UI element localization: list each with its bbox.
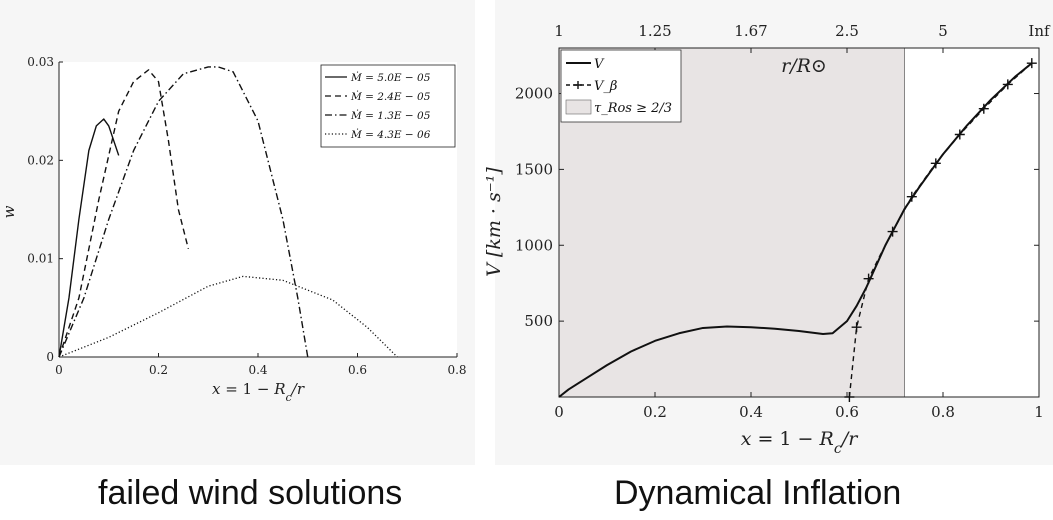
left-legend-label-1: Ṁ = 5.0E − 05	[350, 70, 431, 84]
left-y-axis-label: w	[0, 205, 18, 218]
right-y-tick-label: 500	[524, 312, 553, 330]
vbeta-marker	[887, 226, 898, 237]
right-top-tick-label: 1	[554, 22, 564, 40]
left-x-axis-label: x = 1 − Rc/r	[212, 380, 305, 404]
legend-vbeta-label: V_β	[594, 79, 617, 94]
right-x-axis-label: x = 1 − Rc/r	[741, 428, 860, 457]
vbeta-marker	[844, 392, 855, 402]
left-x-tick-label: 0.4	[248, 363, 267, 377]
right-x-tick-label: 0.6	[835, 403, 859, 421]
vbeta-marker	[930, 158, 941, 169]
vbeta-marker	[863, 273, 874, 284]
right-x-tick-label: 1	[1034, 403, 1044, 421]
left-x-tick-label: 0.6	[348, 363, 367, 377]
left-y-tick-label: 0.01	[27, 252, 54, 266]
right-x-tick-label: 0.2	[643, 403, 667, 421]
legend-vbeta-marker	[574, 81, 582, 89]
series-vbeta-line	[848, 62, 1033, 398]
left-series-4	[58, 275, 398, 358]
legend-region-swatch	[565, 99, 592, 115]
left-legend-label-2: Ṁ = 2.4E − 05	[350, 89, 431, 103]
left-y-tick-label: 0.02	[27, 153, 54, 167]
left-caption: failed wind solutions	[98, 474, 403, 512]
left-series-3	[58, 66, 309, 358]
right-top-tick-label: 2.5	[835, 22, 859, 40]
left-x-tick-label: 0.8	[447, 363, 466, 377]
legend-region-label: τ_Ros ≥ 2/3	[594, 101, 672, 116]
right-x-tick-label: 0	[554, 403, 564, 421]
right-caption: Dynamical Inflation	[614, 474, 902, 512]
vbeta-marker	[1026, 58, 1037, 69]
left-legend-label-4: Ṁ = 4.3E − 06	[350, 127, 431, 141]
left-series-2	[58, 69, 190, 358]
vbeta-marker	[1002, 79, 1013, 90]
left-y-tick-label: 0	[46, 350, 54, 364]
vbeta-marker	[906, 191, 917, 202]
right-top-tick-label: 1.25	[638, 22, 671, 40]
vbeta-marker	[954, 129, 965, 140]
vbeta-marker	[978, 103, 989, 114]
right-top-tick-label: 5	[938, 22, 948, 40]
left-series-1	[58, 118, 120, 358]
right-y-axis-label: V [km · s⁻¹]	[483, 167, 505, 277]
left-legend-label-3: Ṁ = 1.3E − 05	[350, 108, 431, 122]
right-y-tick-label: 1000	[515, 236, 553, 254]
legend-v-label: V	[594, 57, 605, 72]
right-plot-frame	[558, 47, 1040, 398]
right-y-tick-label: 1500	[515, 160, 553, 178]
left-y-tick-label: 0.03	[27, 55, 54, 69]
right-y-tick-label: 2000	[515, 85, 553, 103]
left-x-tick-label: 0	[55, 363, 63, 377]
vbeta-marker	[851, 322, 862, 333]
right-x-tick-label: 0.8	[931, 403, 955, 421]
right-top-tick-label: Inf	[1028, 22, 1051, 40]
left-legend	[320, 64, 456, 148]
left-x-tick-label: 0.2	[149, 363, 168, 377]
right-top-axis-label: r/R⊙	[781, 55, 827, 77]
right-top-tick-label: 1.67	[734, 22, 767, 40]
right-x-tick-label: 0.4	[739, 403, 763, 421]
series-v-line	[558, 62, 1033, 398]
